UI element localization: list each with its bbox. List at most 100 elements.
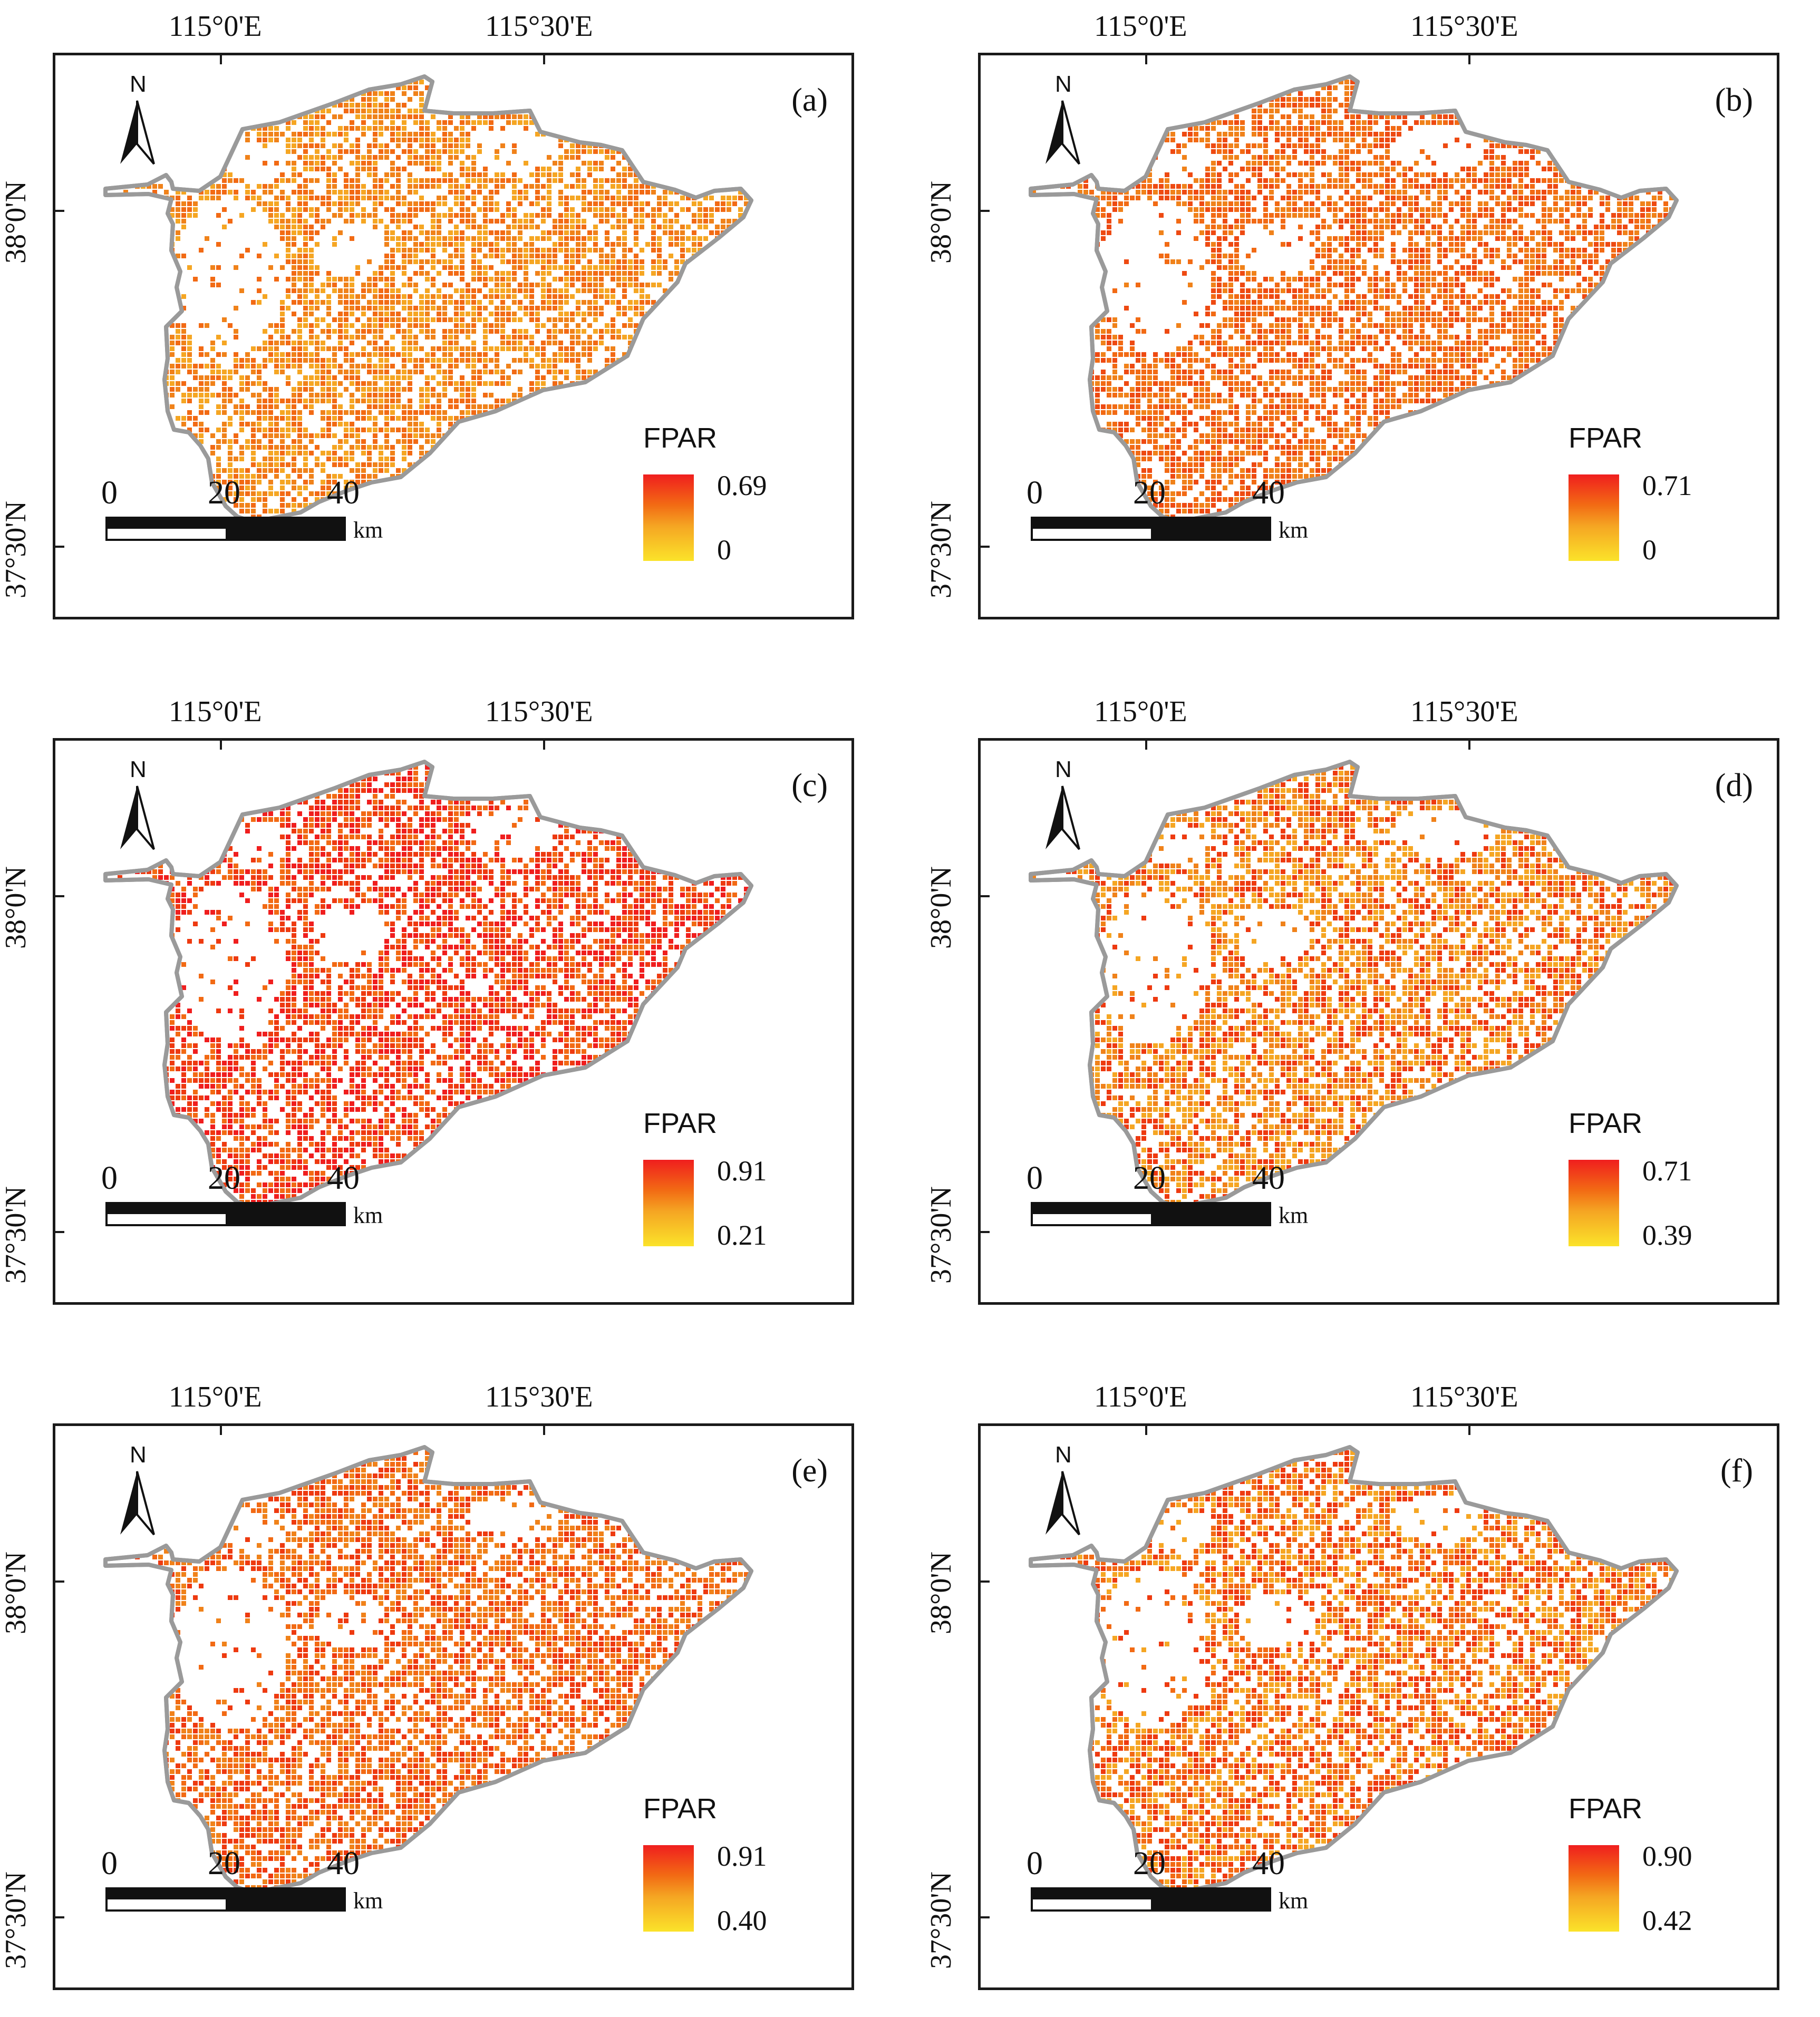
fpar-pixel bbox=[1228, 225, 1233, 229]
fpar-pixel bbox=[413, 213, 418, 218]
fpar-pixel bbox=[1414, 201, 1419, 206]
fpar-pixel bbox=[315, 230, 320, 235]
fpar-pixel bbox=[622, 207, 627, 212]
fpar-pixel bbox=[512, 271, 517, 276]
fpar-pixel bbox=[558, 352, 563, 357]
fpar-pixel bbox=[408, 294, 412, 299]
fpar-pixel bbox=[1101, 317, 1106, 322]
fpar-pixel bbox=[500, 335, 505, 340]
fpar-pixel bbox=[1333, 138, 1338, 142]
fpar-pixel bbox=[1205, 126, 1210, 131]
fpar-pixel bbox=[698, 213, 702, 218]
fpar-pixel bbox=[1362, 172, 1367, 177]
fpar-pixel bbox=[1379, 248, 1384, 253]
fpar-pixel bbox=[1426, 254, 1430, 258]
fpar-pixel bbox=[384, 207, 389, 212]
fpar-pixel bbox=[669, 190, 673, 195]
fpar-pixel bbox=[1385, 184, 1390, 189]
fpar-pixel bbox=[1513, 161, 1517, 166]
fpar-pixel bbox=[419, 80, 424, 84]
fpar-pixel bbox=[1275, 341, 1280, 345]
fpar-pixel bbox=[373, 352, 377, 357]
fpar-pixel bbox=[1385, 335, 1390, 340]
fpar-pixel bbox=[1292, 155, 1297, 160]
fpar-pixel bbox=[593, 294, 598, 299]
fpar-pixel bbox=[547, 271, 551, 276]
fpar-pixel bbox=[355, 439, 360, 444]
fpar-pixel bbox=[1600, 248, 1604, 253]
fpar-pixel bbox=[524, 277, 528, 282]
fpar-pixel bbox=[396, 300, 401, 305]
fpar-pixel bbox=[1507, 219, 1512, 224]
fpar-pixel bbox=[1559, 213, 1564, 218]
fpar-pixel bbox=[1495, 196, 1500, 200]
fpar-pixel bbox=[1466, 207, 1471, 212]
fpar-pixel bbox=[1298, 97, 1303, 102]
fpar-pixel bbox=[1414, 172, 1419, 177]
fpar-pixel bbox=[413, 323, 418, 328]
fpar-pixel bbox=[373, 433, 377, 438]
fpar-pixel bbox=[1524, 184, 1529, 189]
fpar-pixel bbox=[1333, 236, 1338, 241]
fpar-pixel bbox=[1321, 109, 1326, 113]
fpar-pixel bbox=[1362, 225, 1367, 229]
fpar-pixel bbox=[442, 306, 447, 311]
fpar-pixel bbox=[286, 364, 291, 369]
fpar-pixel bbox=[489, 190, 493, 195]
fpar-pixel bbox=[1466, 178, 1471, 183]
fpar-pixel bbox=[1176, 196, 1181, 200]
fpar-pixel bbox=[1350, 132, 1355, 137]
fpar-pixel bbox=[466, 178, 470, 183]
fpar-pixel bbox=[1321, 172, 1326, 177]
fpar-pixel bbox=[1356, 126, 1361, 131]
fpar-pixel bbox=[280, 509, 285, 513]
fpar-pixel bbox=[210, 370, 215, 374]
fpar-pixel bbox=[344, 288, 348, 293]
fpar-pixel bbox=[1623, 201, 1628, 206]
fpar-pixel bbox=[1408, 126, 1413, 131]
fpar-pixel bbox=[1437, 335, 1442, 340]
fpar-pixel bbox=[1582, 277, 1587, 282]
fpar-pixel bbox=[495, 172, 499, 177]
fpar-pixel bbox=[1257, 341, 1262, 345]
fpar-pixel bbox=[518, 317, 522, 322]
fpar-pixel bbox=[384, 190, 389, 195]
fpar-pixel bbox=[384, 277, 389, 282]
fpar-pixel bbox=[454, 190, 459, 195]
fpar-pixel bbox=[210, 346, 215, 351]
fpar-pixel bbox=[210, 445, 215, 450]
fpar-pixel bbox=[1426, 242, 1430, 247]
fpar-pixel bbox=[680, 196, 685, 200]
fpar-pixel bbox=[558, 143, 563, 148]
fpar-pixel bbox=[257, 491, 262, 496]
fpar-pixel bbox=[239, 509, 244, 513]
fpar-pixel bbox=[245, 474, 250, 479]
fpar-pixel bbox=[599, 167, 604, 171]
fpar-pixel bbox=[1333, 294, 1338, 299]
fpar-pixel bbox=[466, 393, 470, 397]
fpar-pixel bbox=[576, 184, 580, 189]
fpar-pixel bbox=[495, 399, 499, 403]
fpar-pixel bbox=[1518, 190, 1523, 195]
fpar-pixel bbox=[309, 277, 314, 282]
fpar-pixel bbox=[1327, 85, 1332, 90]
fpar-pixel bbox=[1298, 103, 1303, 108]
fpar-pixel bbox=[576, 375, 580, 380]
fpar-pixel bbox=[431, 277, 435, 282]
fpar-pixel bbox=[1368, 207, 1372, 212]
fpar-pixel bbox=[715, 225, 720, 229]
fpar-pixel bbox=[1223, 155, 1227, 160]
fpar-pixel bbox=[651, 213, 656, 218]
fpar-pixel bbox=[1455, 346, 1459, 351]
fpar-pixel bbox=[1420, 225, 1425, 229]
fpar-pixel bbox=[483, 196, 488, 200]
frame-tick bbox=[53, 546, 64, 548]
fpar-pixel bbox=[1147, 172, 1152, 177]
fpar-pixel bbox=[413, 370, 418, 374]
fpar-pixel bbox=[431, 306, 435, 311]
fpar-pixel bbox=[222, 410, 227, 415]
fpar-pixel bbox=[280, 306, 285, 311]
fpar-pixel bbox=[1478, 242, 1483, 247]
fpar-pixel bbox=[1600, 196, 1604, 200]
fpar-pixel bbox=[332, 445, 337, 450]
